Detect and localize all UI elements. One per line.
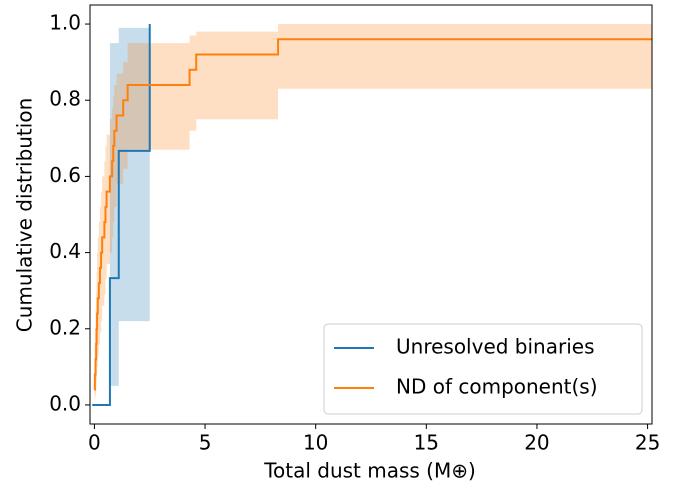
- confidence-band: [118, 27, 150, 322]
- confidence-band: [123, 62, 128, 169]
- confidence-band: [114, 84, 117, 207]
- confidence-band: [196, 31, 279, 120]
- legend-label: ND of component(s): [396, 375, 598, 399]
- confidence-band: [189, 35, 197, 131]
- confidence-band: [106, 134, 110, 265]
- y-tick-label: 0.0: [49, 391, 81, 415]
- step-line: [93, 38, 652, 391]
- confidence-band: [102, 176, 105, 306]
- x-tick-label: 20: [524, 431, 549, 455]
- legend-label: Unresolved binaries: [396, 335, 595, 359]
- y-axis-label: Cumulative distribution: [13, 98, 37, 332]
- y-tick-label: 0.4: [49, 239, 81, 263]
- y-tick-label: 0.8: [49, 87, 81, 111]
- confidence-band: [109, 119, 113, 253]
- legend-box: [323, 323, 643, 415]
- x-tick-label: 10: [303, 431, 328, 455]
- plot-frame: [89, 4, 653, 425]
- x-tick-label: 5: [199, 431, 212, 455]
- y-tick-label: 1.0: [49, 11, 81, 35]
- x-tick-label: 15: [414, 431, 439, 455]
- step-line: [92, 24, 151, 406]
- x-axis-label: Total dust mass (M⊕): [263, 459, 476, 483]
- x-tick-label: 25: [635, 431, 660, 455]
- y-tick-label: 0.2: [49, 315, 81, 339]
- x-tick-label: 0: [88, 431, 101, 455]
- confidence-band: [116, 73, 124, 185]
- y-tick-label: 0.6: [49, 163, 81, 187]
- confidence-band: [109, 43, 119, 386]
- confidence-band: [127, 43, 190, 150]
- confidence-band: [278, 24, 652, 89]
